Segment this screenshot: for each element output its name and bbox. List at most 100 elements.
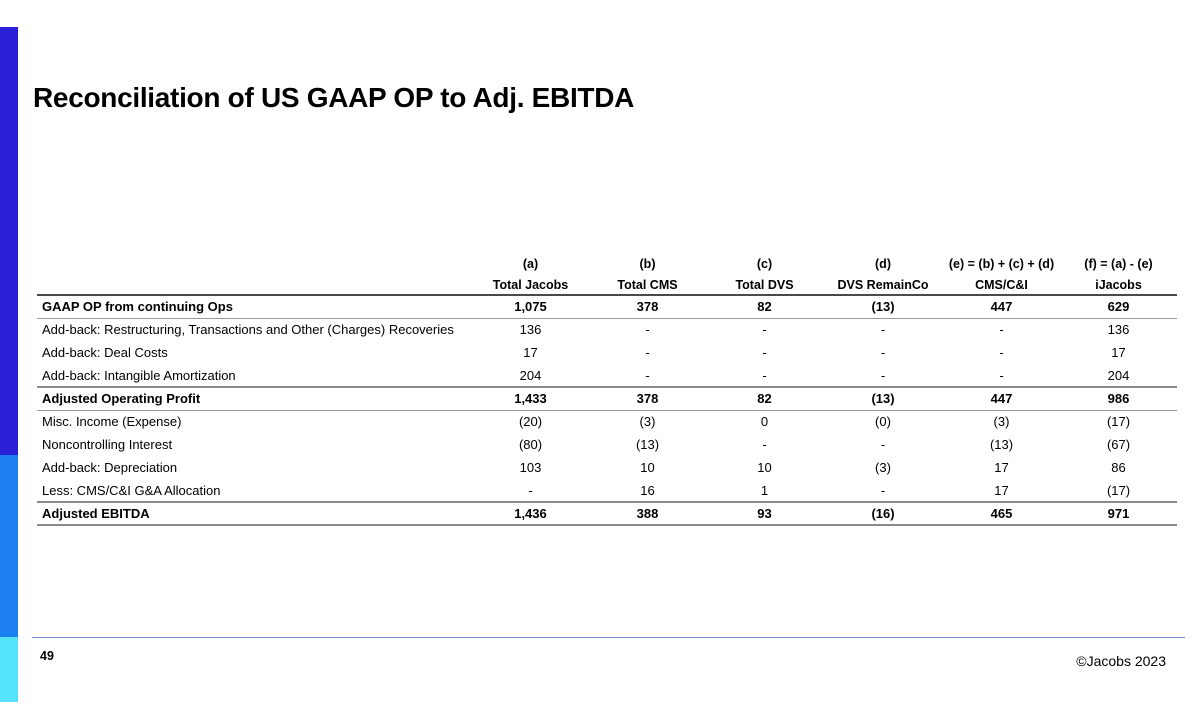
cell-value: - — [645, 322, 650, 338]
row-label: Adjusted Operating Profit — [37, 387, 472, 411]
cell-value: - — [999, 345, 1004, 360]
cell-value: (13) — [989, 437, 1014, 452]
cell-value: 10 — [757, 460, 772, 475]
cell-value: 378 — [589, 387, 706, 411]
cell-value: (17) — [1060, 479, 1177, 503]
accent-bar-top — [0, 27, 18, 455]
row-label: Less: CMS/C&I G&A Allocation — [37, 479, 472, 503]
cell-value: 86 — [1111, 460, 1126, 475]
cell-value: 136 — [1107, 322, 1130, 338]
reconciliation-table: (a) (b) (c) (d) (e) = (b) + (c) + (d) (f) = (… — [37, 252, 1177, 526]
cell-value: (16) — [823, 502, 943, 526]
cell-value: 1,433 — [472, 387, 589, 411]
table-row: Add-back: Depreciation 103 10 10 (3) 17 86 — [37, 456, 1177, 479]
accent-bar-middle — [0, 455, 18, 637]
formula-header: (f) = (a) - (e) — [1084, 256, 1153, 271]
cell-value: 93 — [706, 502, 823, 526]
cell-value: (17) — [1106, 414, 1131, 430]
cell-value: - — [880, 437, 886, 452]
header-spacer — [37, 275, 472, 296]
cell-value: 82 — [706, 295, 823, 319]
table-row: Misc. Income (Expense) (20) (3) 0 (0) (3) (17) — [37, 410, 1177, 433]
cell-value: 17 — [1111, 345, 1126, 360]
cell-value: 1 — [706, 479, 823, 503]
table-row: GAAP OP from continuing Ops 1,075 378 82 (13… — [37, 295, 1177, 319]
cell-value: (0) — [875, 414, 891, 430]
formula-header: (c) — [756, 256, 773, 271]
cell-value: 388 — [589, 502, 706, 526]
cell-value: 204 — [472, 364, 589, 388]
slide-title: Reconciliation of US GAAP OP to Adj. EBI… — [33, 82, 635, 113]
copyright: ©Jacobs 2023 — [1076, 653, 1166, 669]
cell-value: 10 — [640, 460, 655, 475]
cell-value: 378 — [589, 295, 706, 319]
cell-value: - — [823, 364, 943, 388]
row-label: Noncontrolling Interest — [42, 437, 173, 452]
table-row: Adjusted EBITDA 1,436 388 93 (16) 465 971 — [37, 502, 1177, 526]
cell-value: 1,436 — [472, 502, 589, 526]
cell-value: - — [472, 479, 589, 503]
footer-divider — [32, 637, 1185, 638]
cell-value: (80) — [518, 437, 543, 452]
cell-value: - — [762, 437, 767, 452]
cell-value: - — [823, 479, 943, 503]
row-label: Add-back: Depreciation — [42, 460, 178, 475]
accent-bar-bottom — [0, 637, 18, 702]
cell-value: 1,075 — [472, 295, 589, 319]
cell-value: 17 — [523, 345, 538, 360]
cell-value: 17 — [943, 479, 1060, 503]
formula-header: (d) — [875, 256, 891, 271]
cell-value: (13) — [823, 295, 943, 319]
cell-value: - — [645, 345, 650, 360]
cell-value: 0 — [760, 414, 769, 430]
cell-value: - — [943, 364, 1060, 388]
row-label: Add-back: Deal Costs — [42, 345, 168, 360]
column-header-row: Total Jacobs Total CMS Total DVS DVS Remain… — [37, 275, 1177, 296]
column-header: DVS RemainCo — [823, 275, 943, 296]
cell-value: (20) — [518, 414, 543, 430]
table-row: Noncontrolling Interest (80) (13) - - (13) (67… — [37, 433, 1177, 456]
cell-value: - — [762, 322, 767, 338]
formula-header: (a) — [522, 256, 539, 271]
cell-value: (3) — [875, 460, 891, 475]
column-header: iJacobs — [1060, 275, 1177, 296]
row-label: Misc. Income (Expense) — [42, 414, 182, 430]
cell-value: 17 — [994, 460, 1009, 475]
table-row: Adjusted Operating Profit 1,433 378 82 (13) 4… — [37, 387, 1177, 411]
table-row: Add-back: Restructuring, Transactions an… — [37, 318, 1177, 341]
table-body: GAAP OP from continuing Ops 1,075 378 82 (13… — [37, 295, 1177, 526]
cell-value: 986 — [1060, 387, 1177, 411]
table-row: Less: CMS/C&I G&A Allocation -16 1-17 (17) — [37, 479, 1177, 503]
table-row: Add-back: Intangible Amortization 204- - - -… — [37, 364, 1177, 388]
cell-value: 971 — [1060, 502, 1177, 526]
cell-value: 136 — [519, 322, 542, 338]
cell-value: (13) — [635, 437, 660, 452]
page-number: 49 — [40, 649, 54, 663]
cell-value: 629 — [1060, 295, 1177, 319]
table-row: Add-back: Deal Costs 17 - - - - 17 — [37, 341, 1177, 364]
cell-value: 204 — [1060, 364, 1177, 388]
cell-value: - — [880, 322, 886, 338]
row-label: Adjusted EBITDA — [37, 502, 472, 526]
table-header: (a) (b) (c) (d) (e) = (b) + (c) + (d) (f) = (… — [37, 252, 1177, 296]
cell-value: 16 — [589, 479, 706, 503]
cell-value: - — [762, 345, 767, 360]
column-header: Total Jacobs — [472, 275, 589, 296]
row-label: GAAP OP from continuing Ops — [37, 295, 472, 319]
cell-value: 447 — [943, 295, 1060, 319]
cell-value: (13) — [823, 387, 943, 411]
cell-value: - — [706, 364, 823, 388]
formula-header: (e) = (b) + (c) + (d) — [948, 256, 1055, 271]
column-header: Total DVS — [706, 275, 823, 296]
cell-value: (3) — [639, 414, 656, 430]
cell-value: - — [999, 322, 1004, 338]
header-spacer — [37, 252, 472, 275]
cell-value: 447 — [943, 387, 1060, 411]
cell-value: (67) — [1106, 437, 1131, 452]
column-header: Total CMS — [589, 275, 706, 296]
cell-value: (3) — [993, 414, 1010, 430]
formula-header: (b) — [639, 256, 656, 271]
column-header: CMS/C&I — [943, 275, 1060, 296]
cell-value: 82 — [706, 387, 823, 411]
